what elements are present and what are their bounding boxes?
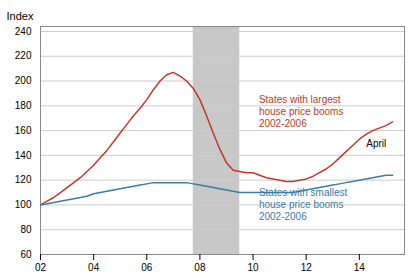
svg-text:10: 10	[247, 262, 259, 273]
svg-text:120: 120	[15, 174, 32, 185]
svg-text:States with smallesthouse pric: States with smallesthouse price booms200…	[259, 187, 348, 222]
svg-text:08: 08	[194, 262, 206, 273]
svg-text:14: 14	[354, 262, 366, 273]
svg-text:240: 240	[15, 26, 32, 37]
svg-text:100: 100	[15, 199, 32, 210]
svg-text:06: 06	[141, 262, 153, 273]
svg-text:220: 220	[15, 50, 32, 61]
svg-text:12: 12	[301, 262, 313, 273]
svg-text:04: 04	[88, 262, 100, 273]
svg-text:160: 160	[15, 125, 32, 136]
svg-text:States with largesthouse price: States with largesthouse price booms2002…	[259, 94, 344, 129]
svg-text:60: 60	[20, 249, 32, 260]
svg-text:April: April	[366, 138, 386, 149]
svg-text:80: 80	[20, 224, 32, 235]
svg-text:180: 180	[15, 100, 32, 111]
svg-text:140: 140	[15, 150, 32, 161]
svg-text:Index: Index	[7, 10, 34, 22]
svg-text:200: 200	[15, 75, 32, 86]
svg-text:02: 02	[35, 262, 47, 273]
